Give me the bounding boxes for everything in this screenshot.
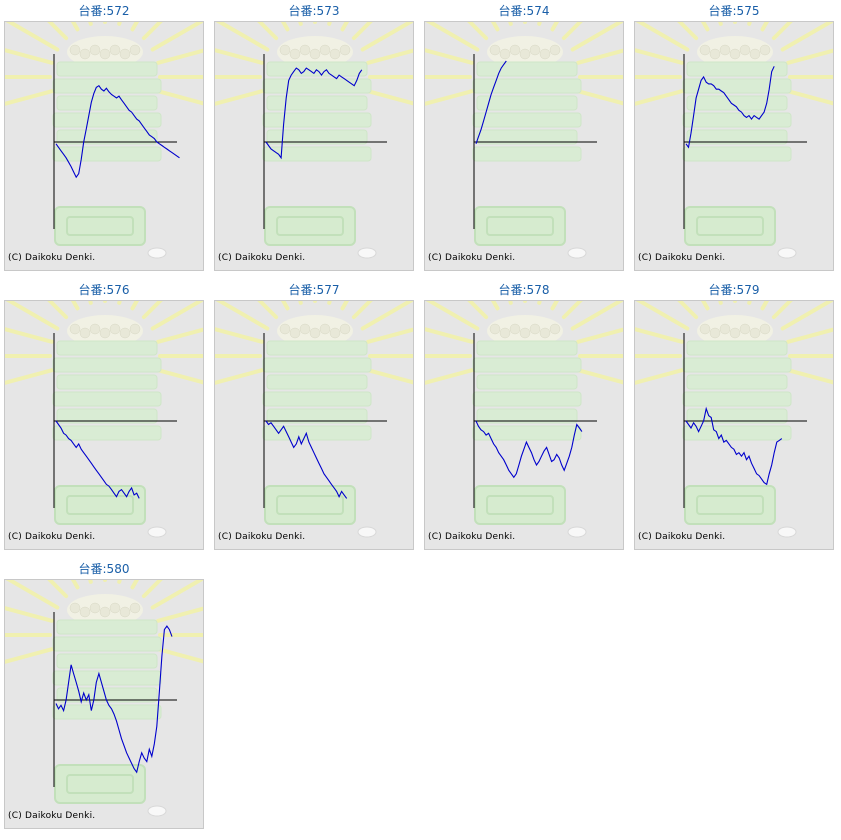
slot-machine-watermark-icon: [5, 301, 203, 538]
slot-machine-watermark-icon: [215, 22, 413, 259]
copyright-text: (C) Daikoku Denki.: [638, 532, 726, 542]
machine-card-576: 台番:576 (C) Daikoku Denki.: [4, 283, 204, 551]
machine-card-573: 台番:573 (C) Daikoku Denki.: [214, 4, 414, 272]
machine-card-577: 台番:577 (C) Daikoku Denki.: [214, 283, 414, 551]
graph-image[interactable]: (C) Daikoku Denki.: [424, 300, 624, 550]
payout-series-line: [475, 420, 583, 479]
graph-svg: [635, 301, 833, 538]
machine-number-link[interactable]: 台番:579: [708, 283, 760, 297]
payout-series-line: [55, 84, 180, 179]
graph-image[interactable]: (C) Daikoku Denki.: [634, 300, 834, 550]
copyright-text: (C) Daikoku Denki.: [428, 253, 516, 263]
machine-number-link[interactable]: 台番:577: [288, 283, 340, 297]
slot-machine-watermark-icon: [635, 22, 833, 259]
machine-card-575: 台番:575 (C) Daikoku Denki.: [634, 4, 834, 272]
machine-number-link[interactable]: 台番:578: [498, 283, 550, 297]
slot-machine-watermark-icon: [425, 301, 623, 538]
graph-svg: [215, 301, 413, 538]
graph-image[interactable]: (C) Daikoku Denki.: [4, 300, 204, 550]
machine-card-572: 台番:572 (C) Daikoku Denki.: [4, 4, 204, 272]
graph-image[interactable]: (C) Daikoku Denki.: [4, 21, 204, 271]
machine-number-link[interactable]: 台番:575: [708, 4, 760, 18]
payout-series-line: [685, 406, 783, 486]
payout-series-line: [55, 625, 173, 774]
graph-image[interactable]: (C) Daikoku Denki.: [214, 21, 414, 271]
copyright-text: (C) Daikoku Denki.: [8, 253, 96, 263]
copyright-text: (C) Daikoku Denki.: [8, 811, 96, 821]
machine-number-link[interactable]: 台番:572: [78, 4, 130, 18]
machine-number-link[interactable]: 台番:573: [288, 4, 340, 18]
copyright-text: (C) Daikoku Denki.: [8, 532, 96, 542]
graph-svg: [5, 22, 203, 259]
machine-card-580: 台番:580 (C) Daikoku Denki.: [4, 562, 204, 830]
copyright-text: (C) Daikoku Denki.: [218, 253, 306, 263]
copyright-text: (C) Daikoku Denki.: [218, 532, 306, 542]
slot-machine-watermark-icon: [5, 580, 203, 817]
payout-series-line: [685, 66, 775, 149]
graph-svg: [5, 580, 203, 817]
machine-number-link[interactable]: 台番:574: [498, 4, 550, 18]
graph-image[interactable]: (C) Daikoku Denki.: [214, 300, 414, 550]
graph-svg: [635, 22, 833, 259]
copyright-text: (C) Daikoku Denki.: [638, 253, 726, 263]
slot-machine-watermark-icon: [425, 22, 623, 259]
graph-svg: [215, 22, 413, 259]
slot-machine-watermark-icon: [215, 301, 413, 538]
graph-svg: [425, 22, 623, 259]
copyright-text: (C) Daikoku Denki.: [428, 532, 516, 542]
slot-machine-watermark-icon: [5, 22, 203, 259]
payout-series-line: [265, 420, 348, 499]
graph-svg: [425, 301, 623, 538]
machine-number-link[interactable]: 台番:576: [78, 283, 130, 297]
graph-image[interactable]: (C) Daikoku Denki.: [4, 579, 204, 829]
graph-image[interactable]: (C) Daikoku Denki.: [634, 21, 834, 271]
graph-svg: [5, 301, 203, 538]
slot-machine-watermark-icon: [635, 301, 833, 538]
machine-card-579: 台番:579 (C) Daikoku Denki.: [634, 283, 834, 551]
payout-series-line: [475, 60, 507, 144]
payout-series-line: [55, 420, 140, 499]
machine-number-link[interactable]: 台番:580: [78, 562, 130, 576]
machine-card-578: 台番:578 (C) Daikoku Denki.: [424, 283, 624, 551]
machine-card-574: 台番:574 (C) Daikoku Denki.: [424, 4, 624, 272]
graph-image[interactable]: (C) Daikoku Denki.: [424, 21, 624, 271]
payout-series-line: [265, 67, 363, 160]
